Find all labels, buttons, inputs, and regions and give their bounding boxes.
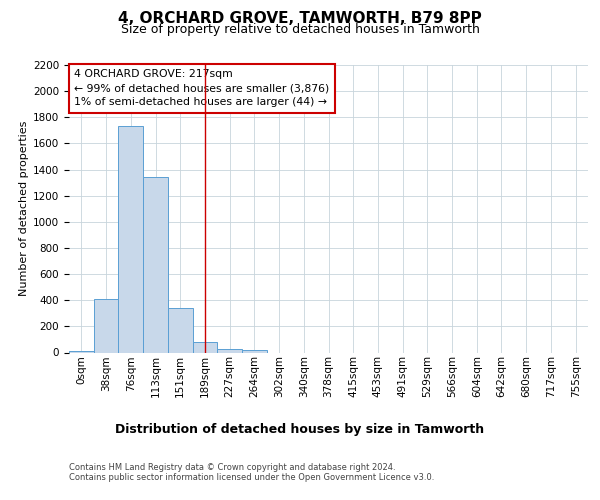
Text: Size of property relative to detached houses in Tamworth: Size of property relative to detached ho… — [121, 22, 479, 36]
Text: Distribution of detached houses by size in Tamworth: Distribution of detached houses by size … — [115, 422, 485, 436]
Bar — [118, 126, 143, 352]
Bar — [217, 349, 242, 352]
Text: 4 ORCHARD GROVE: 217sqm
← 99% of detached houses are smaller (3,876)
1% of semi-: 4 ORCHARD GROVE: 217sqm ← 99% of detache… — [74, 70, 329, 108]
Bar — [193, 342, 217, 352]
Y-axis label: Number of detached properties: Number of detached properties — [19, 121, 29, 296]
Text: 4, ORCHARD GROVE, TAMWORTH, B79 8PP: 4, ORCHARD GROVE, TAMWORTH, B79 8PP — [118, 11, 482, 26]
Bar — [168, 308, 193, 352]
Text: Contains HM Land Registry data © Crown copyright and database right 2024.: Contains HM Land Registry data © Crown c… — [69, 462, 395, 471]
Bar — [69, 351, 94, 352]
Bar — [143, 176, 168, 352]
Text: Contains public sector information licensed under the Open Government Licence v3: Contains public sector information licen… — [69, 472, 434, 482]
Bar — [94, 299, 118, 352]
Bar — [242, 350, 267, 352]
